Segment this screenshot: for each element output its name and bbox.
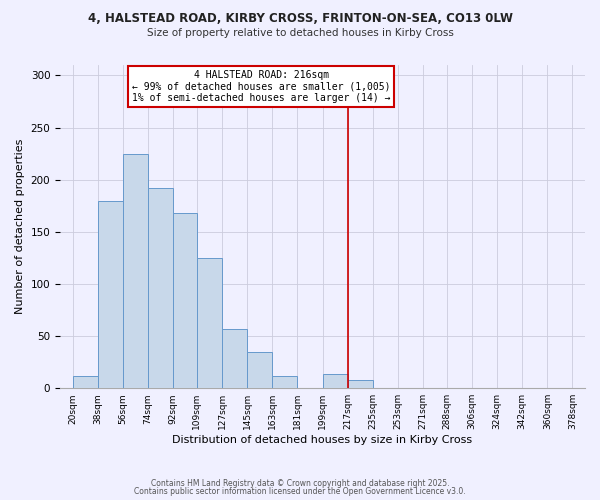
Text: Size of property relative to detached houses in Kirby Cross: Size of property relative to detached ho… <box>146 28 454 38</box>
Bar <box>197 258 222 388</box>
Text: Contains public sector information licensed under the Open Government Licence v3: Contains public sector information licen… <box>134 487 466 496</box>
Bar <box>123 154 148 388</box>
Bar <box>148 188 173 388</box>
Bar <box>222 329 247 388</box>
Text: 4, HALSTEAD ROAD, KIRBY CROSS, FRINTON-ON-SEA, CO13 0LW: 4, HALSTEAD ROAD, KIRBY CROSS, FRINTON-O… <box>88 12 512 26</box>
Text: Contains HM Land Registry data © Crown copyright and database right 2025.: Contains HM Land Registry data © Crown c… <box>151 478 449 488</box>
Bar <box>272 376 298 388</box>
Text: 4 HALSTEAD ROAD: 216sqm
← 99% of detached houses are smaller (1,005)
1% of semi-: 4 HALSTEAD ROAD: 216sqm ← 99% of detache… <box>132 70 391 103</box>
Bar <box>247 352 272 388</box>
X-axis label: Distribution of detached houses by size in Kirby Cross: Distribution of detached houses by size … <box>172 435 473 445</box>
Y-axis label: Number of detached properties: Number of detached properties <box>15 139 25 314</box>
Bar <box>173 213 197 388</box>
Bar <box>73 376 98 388</box>
Bar <box>98 200 123 388</box>
Bar <box>323 374 347 388</box>
Bar <box>347 380 373 388</box>
